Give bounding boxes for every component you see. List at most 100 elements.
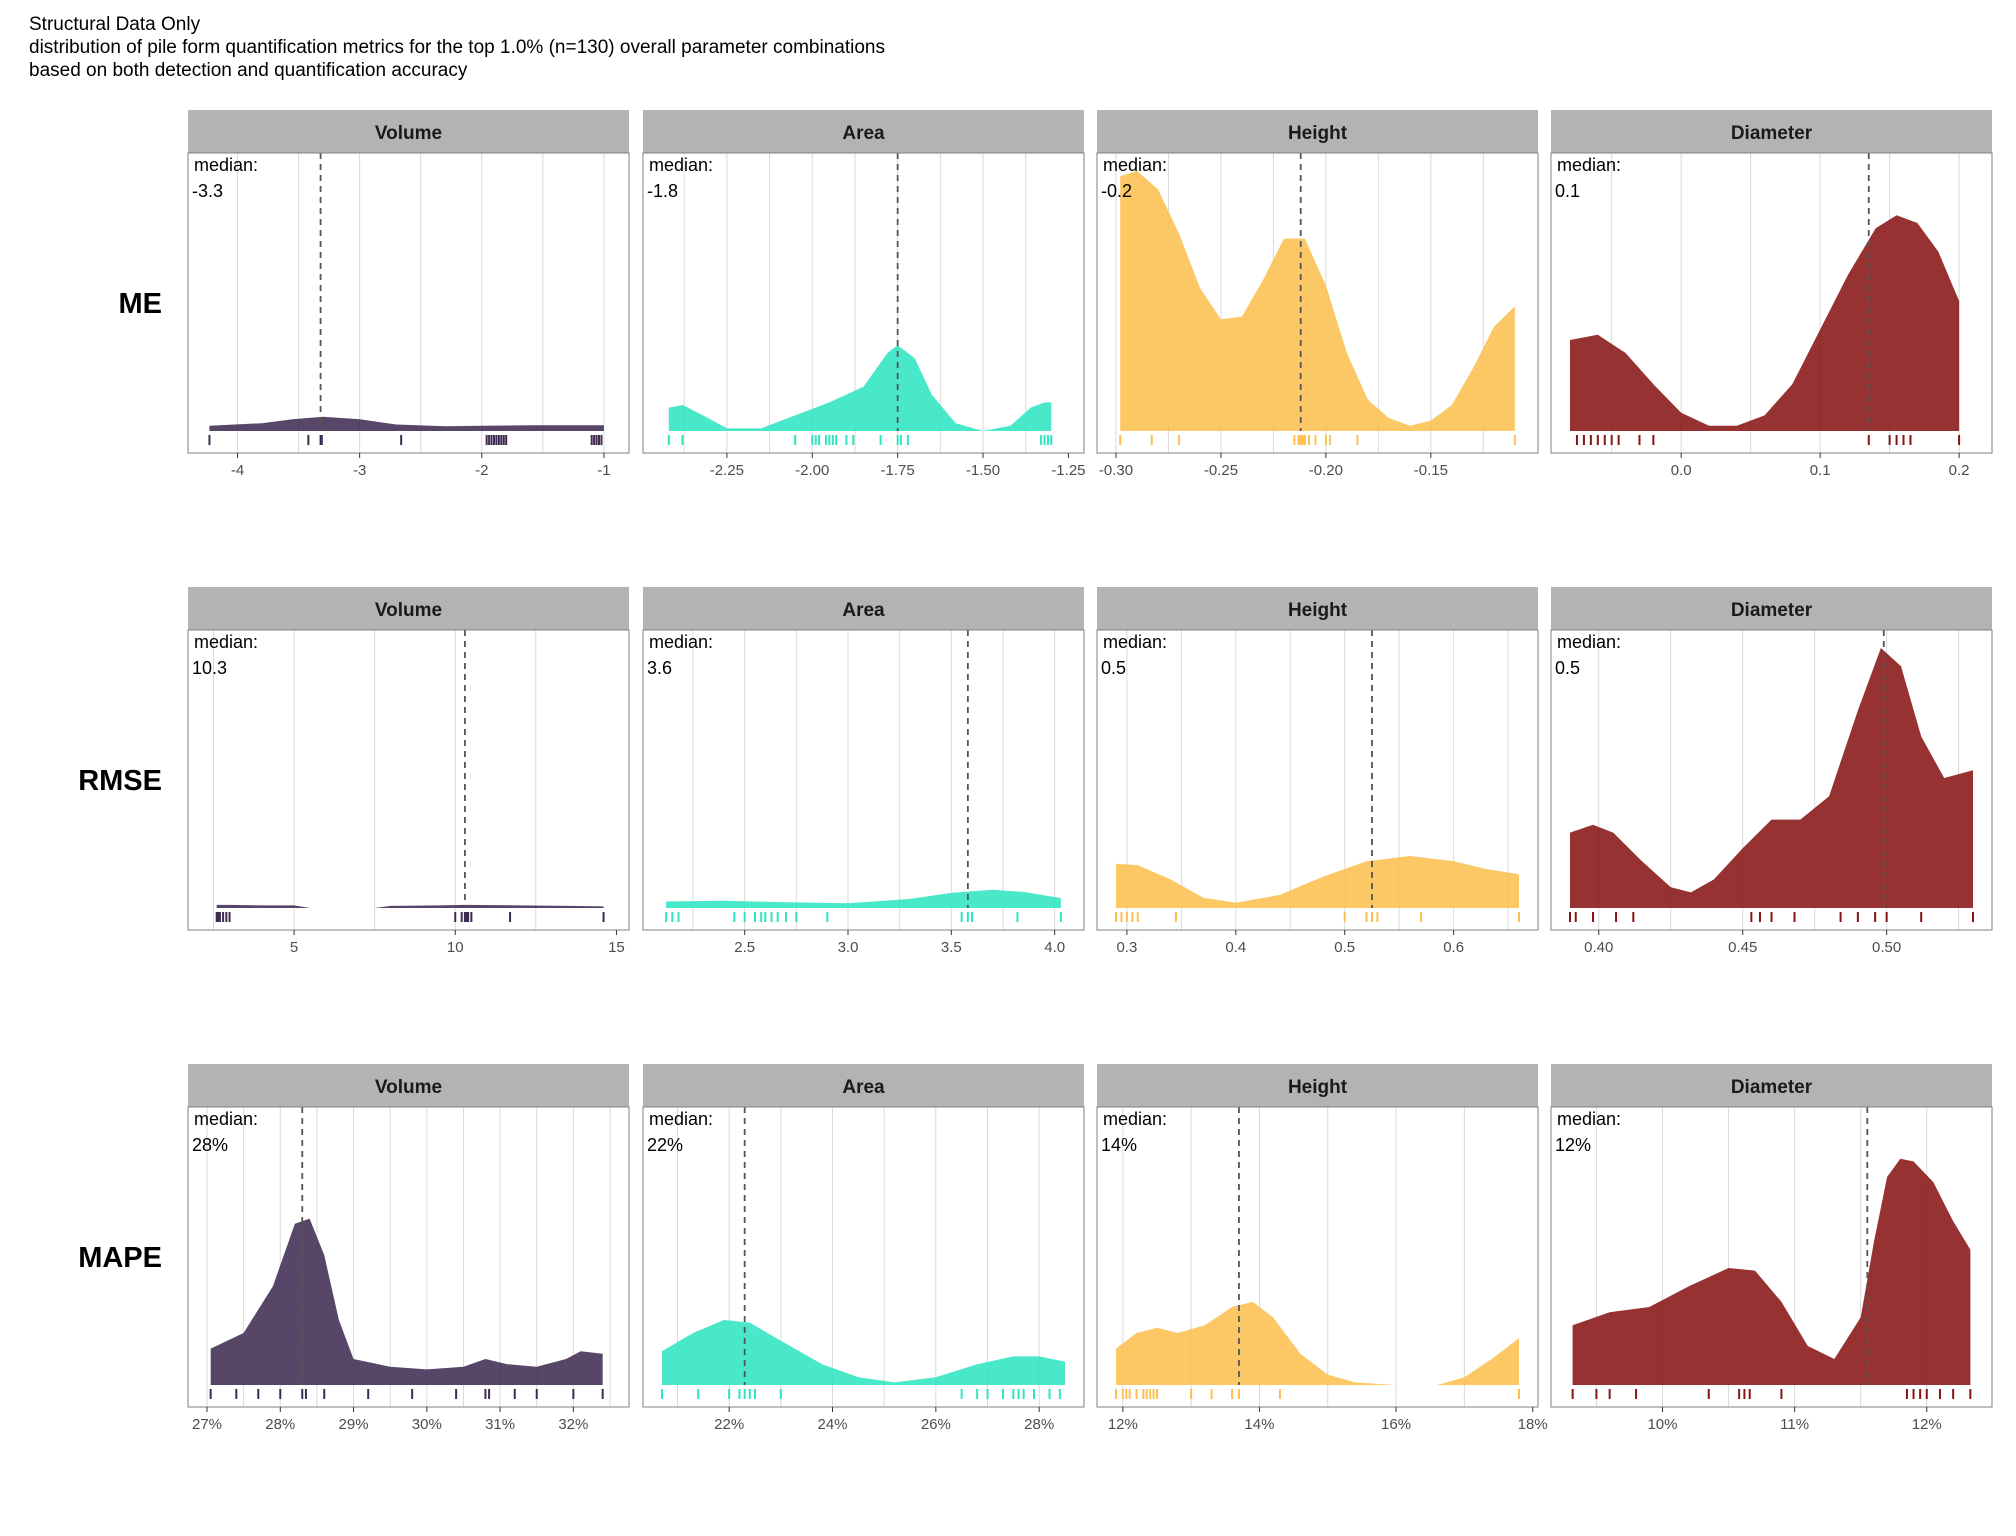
x-tick-label: 3.5 [941,939,962,956]
panel-me-diameter: Diameter median: 0.1 0.0 0.1 0.2 [1550,110,1993,479]
x-tick-label: -2.25 [710,462,744,479]
x-tick-label: 28% [265,1416,295,1433]
median-label: median: [649,632,713,652]
x-tick-label: 5 [290,939,298,956]
figure-title: Structural Data Only distribution of pil… [29,14,885,81]
x-tick-label: 0.40 [1584,939,1613,956]
x-tick-label: -0.30 [1099,462,1133,479]
row-label-mape: MAPE [78,1242,162,1274]
x-tick-label: 18% [1518,1416,1548,1433]
strip-label-height: Height [1288,600,1348,621]
panel-mape-diameter: Diameter median: 12% 10% 11% 12% [1550,1064,1993,1433]
row-label-rmse: RMSE [78,765,162,797]
median-value: 0.5 [1555,658,1580,678]
panel-border [642,1106,1085,1408]
panel-border [187,629,630,931]
panel-mape-volume: Volume median: 28% 27% 28% 29% 30% 31% 32% [187,1064,630,1433]
strip-label-height: Height [1288,1077,1348,1098]
density-area [668,345,1052,431]
panel-border [1096,629,1539,931]
x-tick-label: -0.20 [1309,462,1343,479]
x-tick-label: -2 [475,462,488,479]
median-label: median: [1557,1109,1621,1129]
panel-me-volume: Volume median: -3.3 -4 -3 -2 -1 [187,110,630,479]
x-tick-label: 15 [608,939,625,956]
strip-bg [188,587,629,630]
x-tick-label: -1.25 [1051,462,1085,479]
x-tick-label: -1.50 [966,462,1000,479]
density-area [216,904,604,908]
median-value: 0.1 [1555,181,1580,201]
median-label: median: [194,632,258,652]
median-value: 28% [192,1135,228,1155]
panel-rmse-volume: Volume median: 10.3 5 10 15 [187,587,630,956]
x-tick-label: 27% [192,1416,222,1433]
x-tick-label: 0.4 [1225,939,1246,956]
panel-border [187,152,630,454]
strip-bg [1551,1064,1992,1107]
x-tick-label: -0.25 [1204,462,1238,479]
panel-mape-height: Height median: 14% 12% 14% 16% 18% [1096,1064,1548,1433]
x-tick-label: 0.3 [1116,939,1137,956]
x-tick-label: 4.0 [1044,939,1065,956]
median-value: 22% [647,1135,683,1155]
x-tick-label: 10% [1647,1416,1677,1433]
panel-border [1550,629,1993,931]
x-tick-label: 10 [447,939,464,956]
panel-border [1096,152,1539,454]
panel-me-area: Area median: -1.8 -2.25 -2.00 -1.75 -1.50 -1.25 [642,110,1086,479]
panel-border [642,629,1085,931]
panel-mape-area: Area median: 22% 22% 24% 26% 28% [642,1064,1085,1433]
x-tick-label: 0.0 [1671,462,1692,479]
median-value: 10.3 [192,658,227,678]
median-label: median: [649,1109,713,1129]
x-tick-label: 28% [1024,1416,1054,1433]
strip-label-volume: Volume [375,600,442,621]
panel-rmse-area: Area median: 3.6 2.5 3.0 3.5 4.0 [642,587,1085,956]
x-tick-label: -0.15 [1414,462,1448,479]
x-tick-label: 0.2 [1949,462,1970,479]
median-label: median: [194,1109,258,1129]
strip-label-diameter: Diameter [1731,123,1813,144]
strip-label-volume: Volume [375,1077,442,1098]
x-tick-label: -2.00 [795,462,829,479]
x-tick-label: 0.1 [1810,462,1831,479]
x-tick-label: 29% [339,1416,369,1433]
strip-label-area: Area [842,123,885,144]
density-area [1120,171,1515,431]
panel-border [187,1106,630,1408]
density-area [210,1218,603,1385]
strip-bg [643,587,1084,630]
median-label: median: [649,155,713,175]
median-value: -3.3 [192,181,223,201]
strip-bg [643,110,1084,153]
median-value: 14% [1101,1135,1137,1155]
x-tick-label: 0.45 [1728,939,1757,956]
median-value: 12% [1555,1135,1591,1155]
median-label: median: [194,155,258,175]
panel-grid: Volume median: -3.3 -4 -3 -2 -1 ME Area median: -1… [78,110,1993,1433]
title-line-3: based on both detection and quantificati… [29,60,468,81]
strip-label-diameter: Diameter [1731,600,1813,621]
density-area [662,1320,1065,1385]
density-area [666,889,1061,908]
title-line-1: Structural Data Only [29,14,201,35]
x-tick-label: 0.5 [1334,939,1355,956]
panel-rmse-diameter: Diameter median: 0.5 0.40 0.45 0.50 [1550,587,1993,956]
strip-bg [643,1064,1084,1107]
median-label: median: [1557,155,1621,175]
x-tick-label: 2.5 [734,939,755,956]
density-area [1116,856,1519,908]
strip-label-volume: Volume [375,123,442,144]
x-tick-label: -4 [231,462,244,479]
median-label: median: [1557,632,1621,652]
strip-bg [188,110,629,153]
strip-bg [1097,1064,1538,1107]
strip-bg [1097,110,1538,153]
x-tick-label: 14% [1244,1416,1274,1433]
median-label: median: [1103,1109,1167,1129]
x-tick-label: 0.6 [1443,939,1464,956]
strip-label-area: Area [842,1077,885,1098]
strip-bg [1551,587,1992,630]
